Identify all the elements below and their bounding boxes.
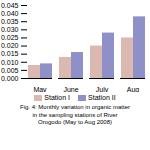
svg-text:May: May <box>33 86 47 92</box>
html-text:Station I: Station I <box>44 94 70 101</box>
svg-text:0.015: 0.015 <box>1 50 19 57</box>
html-text:Station II: Station II <box>88 94 116 101</box>
svg-text:0.025: 0.025 <box>1 34 19 41</box>
svg-text:June: June <box>63 86 78 92</box>
svg-text:0.040: 0.040 <box>1 10 19 17</box>
svg-text:0.000: 0.000 <box>1 75 19 82</box>
svg-text:0.005: 0.005 <box>1 67 19 74</box>
svg-text:0.010: 0.010 <box>1 59 19 66</box>
svg-text:0.020: 0.020 <box>1 42 19 49</box>
svg-text:0.030: 0.030 <box>1 26 19 33</box>
svg-text:0.035: 0.035 <box>1 18 19 25</box>
svg-text:Aug: Aug <box>127 86 140 92</box>
svg-text:July: July <box>96 86 109 92</box>
svg-text:0.045: 0.045 <box>1 2 19 9</box>
html-text:Fig. 4: Monthly variation in o: Fig. 4: Monthly variation in organic mat… <box>20 104 130 125</box>
